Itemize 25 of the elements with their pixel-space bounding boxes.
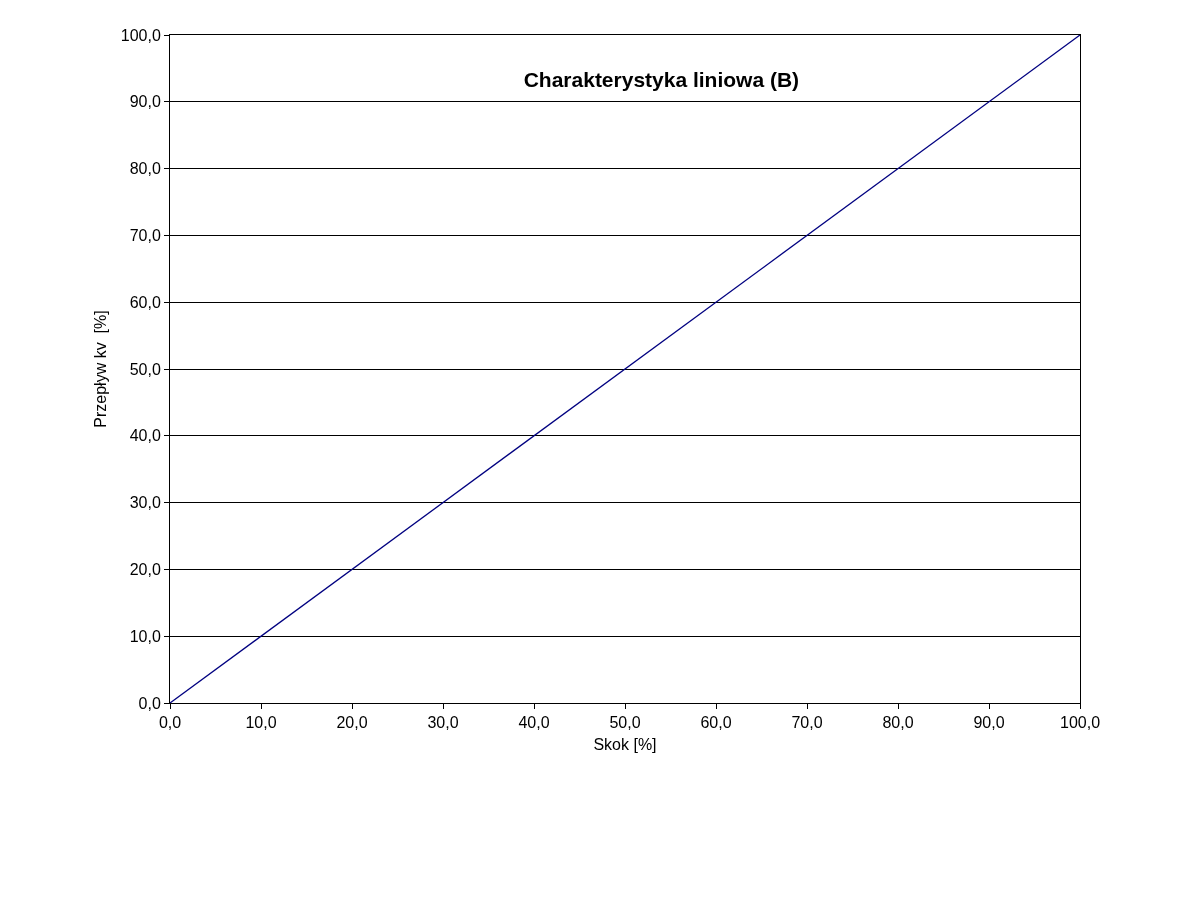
x-tick-label: 20,0 [336,714,368,732]
x-tick-label: 0,0 [158,714,182,732]
y-tick-label: 100,0 [120,26,161,44]
y-tick-label: 40,0 [129,427,161,445]
y-tick-label: 50,0 [129,360,161,378]
y-tick-label: 10,0 [129,627,161,645]
y-tick-label: 80,0 [129,160,161,178]
y-tick-label: 30,0 [129,494,161,512]
y-tick-label: 90,0 [129,93,161,111]
x-tick-label: 50,0 [609,714,641,732]
x-tick-label: 70,0 [791,714,823,732]
x-tick-label: 30,0 [427,714,459,732]
x-tick-label: 60,0 [700,714,732,732]
x-tick-label: 10,0 [245,714,277,732]
y-tick-label: 20,0 [129,561,161,578]
y-tick-label: 60,0 [129,293,161,311]
x-tick-label: 40,0 [518,714,550,732]
y-axis-title: Przepływ kv [%] [91,310,109,428]
y-tick-label: 0,0 [138,694,161,712]
text: Charakterystyka liniowa (B) [523,68,800,92]
x-axis-title: Skok [%] [593,735,657,753]
x-tick-label: 100,0 [1059,714,1101,732]
x-tick-label: 80,0 [882,714,914,732]
x-tick-label: 90,0 [973,714,1005,732]
y-tick-label: 70,0 [129,227,161,244]
